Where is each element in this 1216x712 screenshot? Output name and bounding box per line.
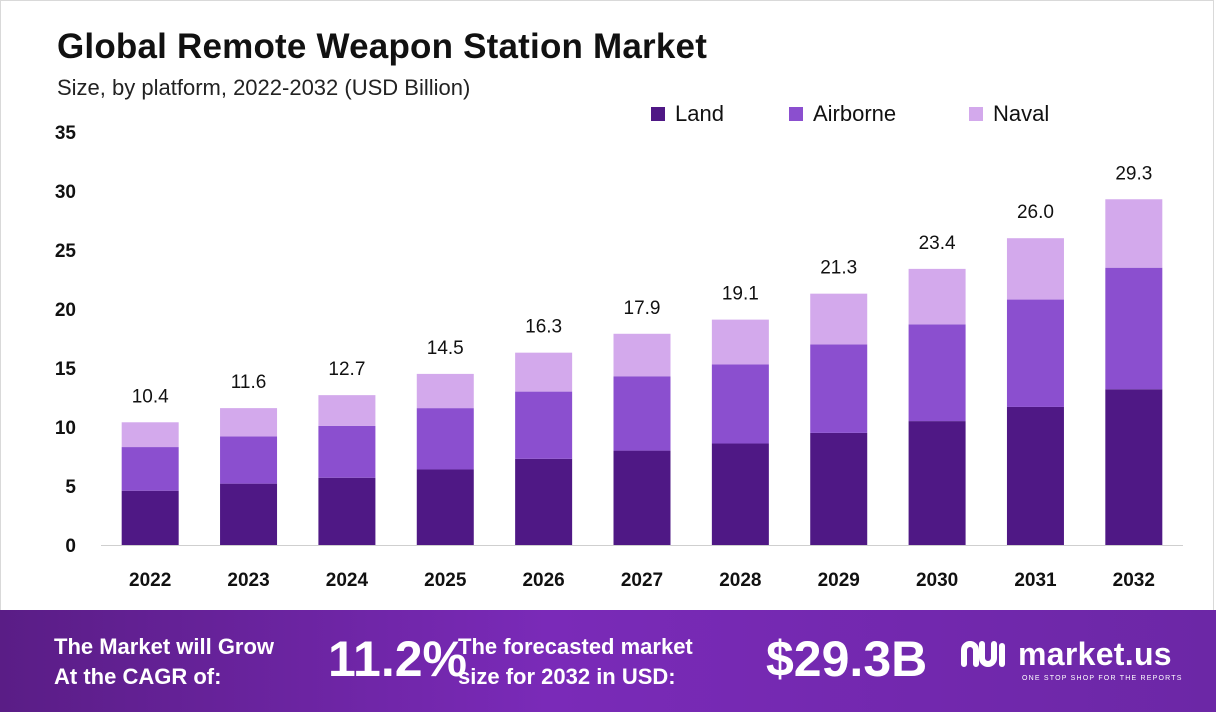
total-label-2029: 21.3 — [820, 258, 857, 279]
legend-swatch-land — [651, 107, 665, 121]
bar-segment-airborne-2023 — [220, 436, 278, 484]
bar-segment-naval-2025 — [416, 373, 474, 409]
footer-banner: The Market will Grow At the CAGR of: 11.… — [0, 610, 1216, 712]
x-tick-label-2028: 2028 — [719, 570, 761, 591]
bar-segment-land-2023 — [220, 483, 278, 545]
total-label-2031: 26.0 — [1017, 202, 1054, 223]
bar-segment-land-2024 — [318, 477, 376, 545]
brand-tagline: ONE STOP SHOP FOR THE REPORTS — [1022, 675, 1183, 682]
bar-segment-airborne-2027 — [613, 376, 671, 451]
legend-swatch-airborne — [789, 107, 803, 121]
bar-segment-land-2027 — [613, 450, 671, 545]
y-tick-label-25: 25 — [55, 241, 77, 262]
bar-segment-naval-2022 — [121, 422, 179, 448]
y-tick-label-35: 35 — [55, 123, 77, 144]
legend-item-land: Land — [651, 101, 724, 127]
legend-label-land: Land — [675, 101, 724, 126]
legend-swatch-naval — [969, 107, 983, 121]
x-tick-label-2025: 2025 — [424, 570, 467, 591]
cagr-value: 11.2% — [328, 631, 468, 687]
forecast-caption-line2: size for 2032 in USD: — [458, 664, 676, 689]
bar-segment-naval-2032 — [1105, 199, 1163, 268]
bar-segment-naval-2023 — [220, 408, 278, 437]
forecast-caption-line1: The forecasted market — [458, 634, 693, 659]
y-tick-label-10: 10 — [55, 418, 76, 439]
x-tick-label-2032: 2032 — [1113, 570, 1155, 591]
bar-segment-airborne-2026 — [515, 391, 573, 459]
total-label-2032: 29.3 — [1115, 163, 1152, 184]
cagr-caption-line2: At the CAGR of: — [54, 664, 222, 689]
total-label-2022: 10.4 — [132, 386, 169, 407]
y-tick-label-15: 15 — [55, 359, 77, 380]
bar-segment-naval-2024 — [318, 395, 376, 426]
bar-segment-land-2030 — [908, 421, 966, 545]
x-tick-label-2023: 2023 — [227, 570, 269, 591]
legend-item-airborne: Airborne — [789, 101, 896, 127]
forecast-caption: The forecasted market size for 2032 in U… — [458, 632, 693, 692]
bar-segment-land-2022 — [121, 490, 179, 545]
bar-segment-naval-2029 — [810, 293, 868, 345]
bar-segment-airborne-2022 — [121, 447, 179, 491]
y-tick-label-0: 0 — [65, 536, 76, 557]
legend-label-airborne: Airborne — [813, 101, 897, 126]
bar-segment-naval-2031 — [1006, 238, 1064, 300]
y-tick-label-20: 20 — [55, 300, 76, 321]
bar-segment-naval-2030 — [908, 268, 966, 325]
chart-subtitle: Size, by platform, 2022-2032 (USD Billio… — [57, 75, 471, 100]
bar-segment-airborne-2029 — [810, 344, 868, 433]
bar-segment-airborne-2031 — [1006, 299, 1064, 407]
bar-segment-naval-2027 — [613, 333, 671, 377]
y-tick-label-5: 5 — [65, 477, 76, 498]
legend-item-naval: Naval — [969, 101, 1049, 127]
stacked-bar-chart: 0510152025303510.4202211.6202312.7202414… — [55, 123, 1183, 591]
bar-segment-naval-2026 — [515, 352, 573, 392]
bar-segment-airborne-2025 — [416, 408, 474, 470]
bar-segment-naval-2028 — [711, 319, 769, 365]
total-label-2027: 17.9 — [624, 298, 661, 319]
chart-card: Global Remote Weapon Station Market Size… — [0, 0, 1214, 610]
legend-label-naval: Naval — [993, 101, 1050, 126]
total-label-2025: 14.5 — [427, 338, 464, 359]
bar-segment-airborne-2030 — [908, 324, 966, 422]
total-label-2026: 16.3 — [525, 317, 562, 338]
brand-mark-icon — [961, 641, 1005, 667]
x-tick-label-2029: 2029 — [818, 570, 860, 591]
y-tick-label-30: 30 — [55, 182, 76, 203]
brand-logo[interactable]: market.us ONE STOP SHOP FOR THE REPORTS — [958, 634, 1181, 682]
x-tick-label-2022: 2022 — [129, 570, 171, 591]
total-label-2023: 11.6 — [231, 372, 267, 393]
bar-segment-land-2031 — [1006, 406, 1064, 545]
brand-name: market.us — [1018, 635, 1172, 672]
total-label-2028: 19.1 — [722, 284, 759, 305]
bar-segment-airborne-2032 — [1105, 267, 1163, 390]
total-label-2024: 12.7 — [328, 359, 365, 380]
cagr-caption-line1: The Market will Grow — [54, 634, 275, 659]
forecast-value: $29.3B — [766, 631, 928, 687]
cagr-caption: The Market will Grow At the CAGR of: — [54, 632, 274, 692]
bar-segment-land-2025 — [416, 469, 474, 545]
x-tick-label-2027: 2027 — [621, 570, 663, 591]
bar-segment-land-2032 — [1105, 389, 1163, 545]
chart-title: Global Remote Weapon Station Market — [57, 27, 708, 66]
total-label-2030: 23.4 — [919, 233, 956, 254]
x-tick-label-2030: 2030 — [916, 570, 958, 591]
x-tick-label-2024: 2024 — [326, 570, 369, 591]
x-tick-label-2026: 2026 — [522, 570, 564, 591]
bar-segment-land-2028 — [711, 443, 769, 545]
bar-segment-land-2029 — [810, 432, 868, 545]
bar-segment-airborne-2024 — [318, 425, 376, 478]
x-tick-label-2031: 2031 — [1014, 570, 1057, 591]
bar-segment-land-2026 — [515, 458, 573, 545]
bar-segment-airborne-2028 — [711, 364, 769, 444]
